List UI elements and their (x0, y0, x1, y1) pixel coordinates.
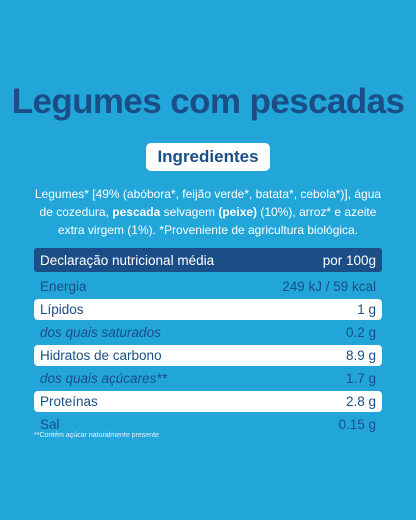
ingredients-text: Legumes* [49% (abóbora*, feijão verde*, … (34, 187, 382, 219)
footnote: **Contém açúcar naturalmente presente (34, 432, 159, 439)
ingredients-text: selvagem (163, 205, 216, 219)
row-value: 1.7 g (345, 371, 376, 386)
row-label: Sal (40, 417, 60, 432)
row-value: 1 g (357, 302, 376, 317)
section-label: Ingredientes (146, 143, 270, 171)
row-value: 0.2 g (345, 325, 376, 340)
header-cell: por 100g (322, 252, 376, 268)
row-value: 249 kJ / 59 kcal (282, 279, 376, 294)
nutrition-table: Declaração nutricional média por 100g En… (34, 248, 382, 437)
row-label: Lípidos (40, 302, 84, 317)
ingredients-bold: pescada (112, 205, 161, 219)
header-cell: Declaração nutricional média (40, 252, 215, 268)
table-row: Proteínas 2.8 g (34, 391, 382, 412)
row-label: Hidratos de carbono (40, 348, 162, 363)
row-label: dos quais saturados (40, 325, 161, 340)
table-row: dos quais açúcares** 1.7 g (34, 368, 382, 389)
table-row: Energia 249 kJ / 59 kcal (34, 276, 382, 297)
title: Legumes com pescadas (11, 82, 405, 121)
table-row: dos quais saturados 0.2 g (34, 322, 382, 343)
table-row: Hidratos de carbono 8.9 g (34, 345, 382, 366)
table-header: Declaração nutricional média por 100g (34, 248, 382, 272)
row-label: Energia (40, 279, 87, 294)
table-row: Lípidos 1 g (34, 299, 382, 320)
row-label: Proteínas (40, 394, 98, 409)
ingredients: Legumes* [49% (abóbora*, feijão verde*, … (33, 185, 383, 239)
ingredients-text: (10%), arroz* e azeite extra virgem (1%)… (57, 205, 377, 237)
row-value: 2.8 g (345, 394, 376, 409)
row-label: dos quais açúcares** (40, 371, 167, 386)
row-value: 0.15 g (338, 417, 376, 432)
ingredients-bold: (peixe) (218, 205, 258, 219)
row-value: 8.9 g (345, 348, 376, 363)
table-row: Sal 0.15 g (34, 414, 382, 435)
